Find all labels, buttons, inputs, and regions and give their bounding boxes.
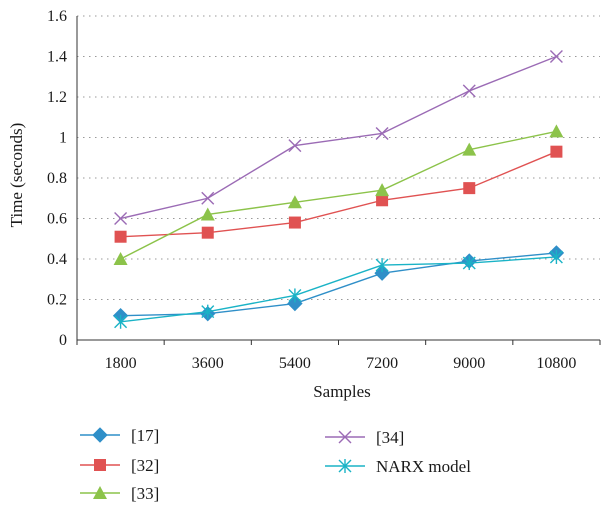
series bbox=[113, 124, 564, 265]
marker-stroke bbox=[338, 430, 352, 444]
data-point bbox=[114, 212, 128, 225]
data-point bbox=[375, 126, 389, 140]
legend-label: [17] bbox=[131, 426, 159, 445]
legend-item: [34] bbox=[325, 428, 404, 447]
data-point bbox=[462, 142, 477, 156]
data-point bbox=[375, 183, 390, 197]
data-point bbox=[200, 207, 215, 221]
data-point bbox=[288, 216, 301, 229]
legend-marker bbox=[338, 430, 352, 444]
data-point bbox=[114, 230, 127, 243]
series bbox=[114, 50, 563, 225]
data-point bbox=[375, 258, 389, 273]
marker-stroke bbox=[114, 212, 128, 225]
marker-stroke bbox=[288, 139, 302, 153]
data-point bbox=[462, 84, 476, 98]
series bbox=[112, 245, 565, 324]
legend: [17] [32] [33] [34] NARX model bbox=[80, 426, 471, 503]
axes bbox=[76, 16, 601, 345]
marker-stroke bbox=[462, 84, 476, 98]
data-point bbox=[288, 139, 302, 153]
data-point bbox=[288, 288, 302, 303]
data-point bbox=[550, 145, 563, 158]
data-point bbox=[462, 256, 476, 271]
y-tick-label: 1 bbox=[59, 130, 67, 147]
legend-marker bbox=[92, 427, 108, 443]
legend-item: [33] bbox=[80, 484, 159, 503]
legend-label: [34] bbox=[376, 428, 404, 447]
series-line bbox=[120, 151, 557, 238]
x-tick-label: 10800 bbox=[536, 355, 576, 372]
legend-marker bbox=[338, 459, 352, 473]
y-tick-label: 0 bbox=[59, 332, 67, 349]
y-tick-label: 0.6 bbox=[47, 211, 67, 228]
x-tick-label: 1800 bbox=[105, 355, 137, 372]
series-group bbox=[112, 50, 565, 329]
data-point bbox=[549, 124, 564, 138]
y-tick-label: 0.8 bbox=[47, 170, 67, 187]
x-tick-label: 7200 bbox=[366, 355, 398, 372]
y-tick-label: 1.2 bbox=[47, 89, 67, 106]
y-tick-label: 1.6 bbox=[47, 8, 67, 25]
y-tick-label: 1.4 bbox=[47, 49, 67, 66]
legend-item: [17] bbox=[80, 426, 159, 445]
series-line bbox=[120, 252, 557, 317]
marker-stroke bbox=[549, 50, 563, 63]
y-axis-title: Time (seconds) bbox=[7, 123, 26, 228]
data-point bbox=[201, 304, 215, 319]
data-point bbox=[374, 265, 390, 281]
data-point bbox=[287, 195, 302, 209]
marker-stroke bbox=[375, 126, 389, 140]
legend-marker bbox=[94, 459, 106, 471]
legend-item: NARX model bbox=[325, 457, 471, 476]
data-point bbox=[287, 295, 303, 312]
grid bbox=[77, 15, 600, 300]
x-axis-title: Samples bbox=[313, 382, 371, 401]
y-tick-label: 0.2 bbox=[47, 292, 67, 309]
series bbox=[114, 145, 563, 243]
tick-labels: 0 0.2 0.4 0.6 0.8 1 1.2 1.4 1.6 1800 3600 5400 7200 9… bbox=[47, 8, 576, 372]
x-tick-label: 9000 bbox=[453, 355, 485, 372]
data-point bbox=[463, 182, 476, 195]
data-point bbox=[201, 226, 214, 239]
x-tick-label: 3600 bbox=[192, 355, 224, 372]
y-tick-label: 0.4 bbox=[47, 251, 67, 268]
series bbox=[114, 249, 563, 329]
data-point bbox=[113, 252, 128, 265]
legend-item: [32] bbox=[80, 456, 159, 475]
data-point bbox=[549, 50, 563, 63]
data-point bbox=[114, 314, 128, 329]
series-line bbox=[120, 130, 557, 260]
series-line bbox=[120, 256, 557, 323]
marker-stroke bbox=[201, 191, 215, 205]
data-point bbox=[201, 191, 215, 205]
legend-label: NARX model bbox=[376, 457, 471, 476]
x-tick-label: 5400 bbox=[279, 355, 311, 372]
data-point bbox=[376, 194, 389, 207]
data-point bbox=[549, 249, 563, 264]
legend-label: [33] bbox=[131, 484, 159, 503]
legend-marker bbox=[93, 486, 107, 499]
legend-label: [32] bbox=[131, 456, 159, 475]
series-line bbox=[120, 55, 557, 220]
